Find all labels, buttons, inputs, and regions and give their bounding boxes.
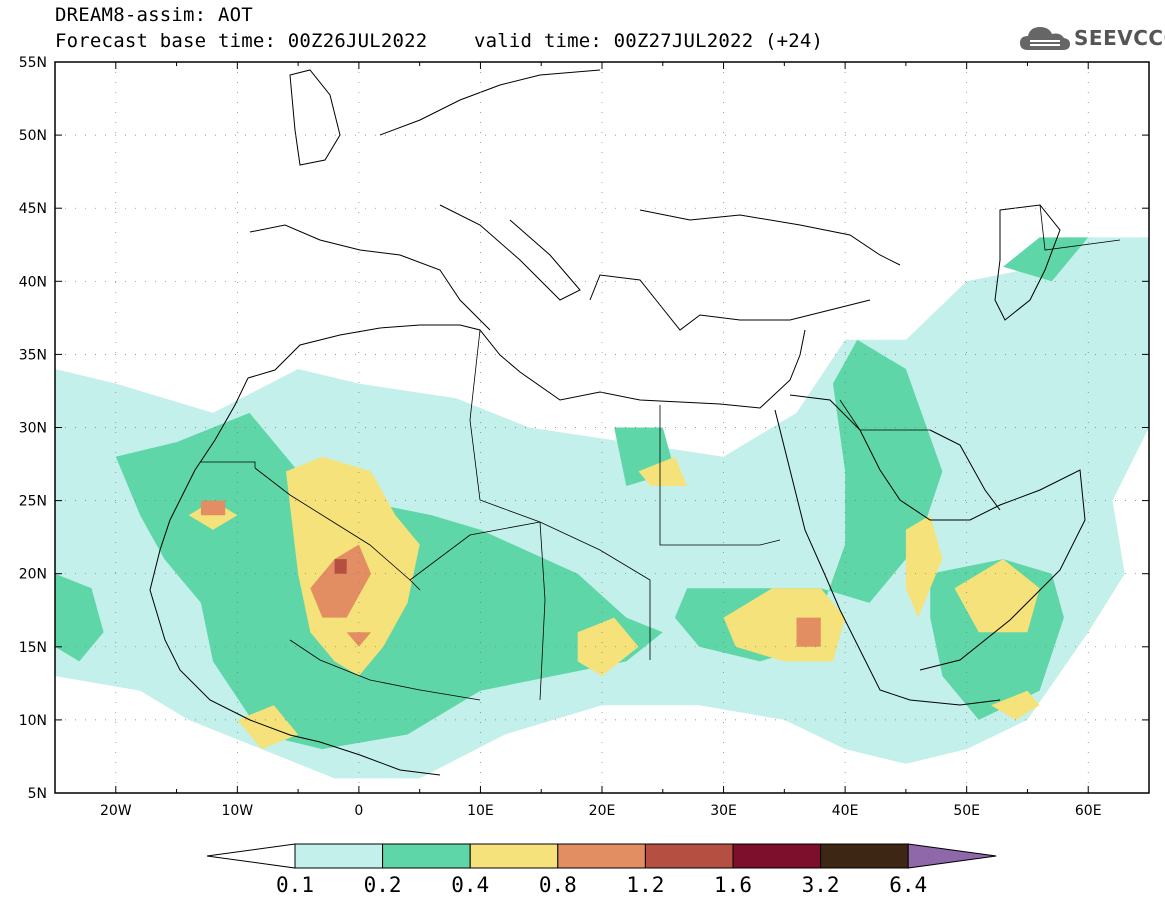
colorbar-box bbox=[382, 843, 471, 869]
colorbar-level-label: 0.4 bbox=[451, 873, 489, 897]
seevccc-logo: SEEVCCC bbox=[1018, 22, 1165, 56]
colorbar-level-label: 0.1 bbox=[276, 873, 314, 897]
lon-label: 30E bbox=[710, 803, 737, 819]
aot-region-0p4-7 bbox=[638, 456, 688, 486]
lon-label: 60E bbox=[1075, 803, 1102, 819]
lat-label: 35N bbox=[19, 347, 47, 363]
aot-region-0p2-3 bbox=[55, 573, 104, 662]
aot-region-0p4-4 bbox=[905, 515, 943, 618]
longitude-labels: 20W 10W 0 10E 20E 30E 40E 50E 60E bbox=[100, 803, 1102, 819]
aot-region-1p2-0 bbox=[334, 559, 347, 574]
cloud-icon bbox=[1020, 27, 1070, 50]
colorbar-box bbox=[294, 843, 384, 869]
lon-label: 0 bbox=[354, 803, 363, 819]
aot-region-0p4-8 bbox=[237, 705, 299, 750]
aot-region-0p4-6 bbox=[991, 690, 1040, 720]
lon-label: 20W bbox=[100, 803, 132, 819]
colorbar: 0.1 0.2 0.4 0.8 1.2 1.6 3.2 6.4 bbox=[206, 843, 997, 897]
lat-label: 50N bbox=[19, 128, 47, 144]
colorbar-over-arrow bbox=[907, 843, 997, 869]
aot-map: 55N 50N 45N 40N 35N 30N 25N 20N 15N 10N 5N 20W 10W 0… bbox=[19, 55, 1150, 819]
colorbar-level-label: 1.6 bbox=[714, 873, 752, 897]
colorbar-box bbox=[732, 843, 822, 869]
colorbar-level-label: 3.2 bbox=[802, 873, 840, 897]
aot-region-0p2-1 bbox=[674, 339, 943, 662]
lon-label: 20E bbox=[589, 803, 616, 819]
aot-region-0p2-4 bbox=[1003, 237, 1089, 282]
logo-text: SEEVCCC bbox=[1074, 26, 1165, 50]
lon-label: 40E bbox=[832, 803, 859, 819]
lat-label: 25N bbox=[19, 494, 47, 510]
colorbar-level-label: 0.2 bbox=[364, 873, 402, 897]
aot-contour-fields bbox=[55, 237, 1149, 779]
lat-label: 45N bbox=[19, 201, 47, 217]
lat-label: 40N bbox=[19, 274, 47, 290]
aot-region-0p8-0 bbox=[310, 544, 371, 618]
lat-label: 20N bbox=[19, 567, 47, 583]
map-title: DREAM8-assim: AOT bbox=[55, 4, 253, 26]
lon-label: 50E bbox=[953, 803, 980, 819]
colorbar-box bbox=[469, 843, 559, 869]
colorbar-under-arrow bbox=[206, 843, 296, 869]
colorbar-level-label: 6.4 bbox=[889, 873, 927, 897]
colorbar-box bbox=[820, 843, 909, 869]
latitude-labels: 55N 50N 45N 40N 35N 30N 25N 20N 15N 10N 5N bbox=[19, 55, 47, 802]
lon-label: 10E bbox=[467, 803, 494, 819]
lat-label: 55N bbox=[19, 55, 47, 71]
coastlines-borders bbox=[149, 69, 1121, 776]
lon-label: 10W bbox=[221, 803, 253, 819]
lat-label: 15N bbox=[19, 640, 47, 656]
aot-region-0p8-3 bbox=[796, 617, 821, 647]
forecast-times: Forecast base time: 00Z26JUL2022 valid t… bbox=[55, 30, 824, 52]
colorbar-box bbox=[557, 843, 646, 869]
aot-region-0p4-5 bbox=[954, 559, 1040, 633]
lat-label: 30N bbox=[19, 421, 47, 437]
axis-ticks bbox=[54, 61, 1150, 794]
aot-region-0p8-2 bbox=[346, 632, 371, 647]
lat-label: 5N bbox=[28, 786, 47, 802]
aot-region-0p4-3 bbox=[577, 617, 639, 676]
colorbar-box bbox=[644, 843, 734, 869]
colorbar-level-label: 0.8 bbox=[539, 873, 577, 897]
lat-label: 10N bbox=[19, 713, 47, 729]
aot-region-0p8-1 bbox=[200, 500, 226, 516]
colorbar-level-label: 1.2 bbox=[626, 873, 664, 897]
